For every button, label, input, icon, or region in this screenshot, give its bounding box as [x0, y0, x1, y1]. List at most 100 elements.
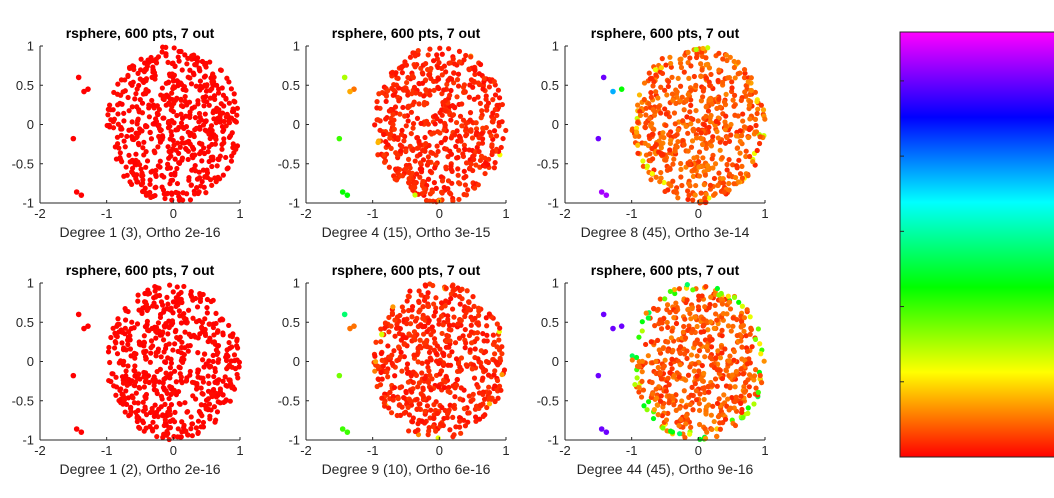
data-point [745, 79, 751, 85]
data-point [456, 59, 463, 65]
data-point [178, 97, 184, 103]
data-point [161, 95, 167, 101]
data-point [143, 348, 149, 354]
data-point [697, 391, 703, 397]
data-point [733, 368, 740, 375]
data-point [234, 357, 240, 363]
data-point [174, 78, 180, 84]
data-point [161, 323, 167, 329]
data-point [749, 344, 755, 350]
data-point [473, 162, 479, 168]
data-point [179, 429, 185, 435]
data-point [205, 396, 212, 402]
data-point [431, 313, 437, 319]
data-point [154, 433, 160, 440]
data-point [399, 127, 405, 133]
data-point [761, 358, 767, 364]
y-tick-label: 1 [293, 276, 300, 291]
data-point [201, 150, 208, 157]
data-point [379, 376, 385, 382]
data-point [200, 291, 206, 298]
data-point [482, 367, 489, 374]
data-point [641, 403, 647, 409]
x-tick-label: 0 [436, 206, 443, 221]
data-point [123, 164, 129, 170]
data-point [475, 320, 481, 326]
data-point [421, 186, 427, 192]
data-point [639, 378, 645, 385]
data-point [425, 66, 431, 73]
outlier-point [78, 192, 85, 198]
data-point [662, 357, 668, 363]
data-point [403, 147, 409, 154]
data-point [475, 305, 482, 311]
data-point [699, 385, 706, 391]
data-point [643, 120, 649, 126]
data-point [412, 318, 419, 324]
data-point [738, 338, 744, 344]
data-point [212, 141, 218, 147]
data-point [176, 48, 182, 55]
data-point [409, 419, 416, 425]
data-point [744, 361, 751, 367]
data-point [189, 379, 196, 385]
data-point [147, 181, 153, 187]
data-point [115, 316, 121, 322]
data-point [139, 418, 146, 424]
outlier-point [603, 192, 610, 198]
data-point [716, 50, 722, 56]
data-point [693, 46, 699, 53]
data-point [406, 169, 412, 176]
data-point [207, 95, 213, 101]
data-point [449, 306, 456, 312]
y-tick-label: 0 [552, 117, 559, 132]
data-point [127, 346, 134, 352]
data-point [431, 180, 437, 186]
data-point [639, 328, 645, 334]
data-point [236, 364, 242, 370]
data-point [418, 120, 424, 127]
data-point [182, 329, 188, 335]
data-point [215, 328, 221, 334]
scatter-points [70, 44, 241, 203]
data-point [685, 91, 691, 98]
data-point [156, 379, 162, 385]
data-point [152, 402, 158, 408]
data-point [211, 332, 217, 338]
y-tick-label: 0 [27, 354, 34, 369]
data-point [465, 187, 471, 193]
data-point [657, 398, 664, 404]
data-point [758, 380, 765, 386]
data-point [753, 129, 760, 135]
outlier-point [75, 311, 82, 318]
data-point [691, 73, 697, 80]
data-point [137, 376, 143, 382]
data-point [134, 179, 141, 185]
data-point [495, 87, 501, 93]
data-point [748, 327, 755, 333]
data-point [485, 372, 492, 378]
data-point [715, 348, 721, 354]
data-point [475, 80, 481, 86]
data-point [739, 409, 745, 416]
data-point [176, 160, 183, 166]
data-point [699, 67, 705, 73]
x-tick-label: 1 [761, 443, 768, 458]
data-point [725, 293, 731, 299]
data-point [128, 409, 134, 415]
data-point [189, 421, 195, 427]
data-point [666, 382, 672, 388]
data-point [686, 162, 693, 168]
data-point [717, 355, 724, 361]
data-point [223, 154, 229, 161]
data-point [658, 393, 664, 399]
data-point [420, 178, 426, 185]
data-point [739, 303, 745, 309]
data-point [135, 70, 141, 76]
data-point [437, 45, 443, 51]
data-point [677, 344, 684, 350]
data-point [179, 419, 185, 425]
data-point [170, 108, 176, 115]
data-point [179, 155, 186, 161]
